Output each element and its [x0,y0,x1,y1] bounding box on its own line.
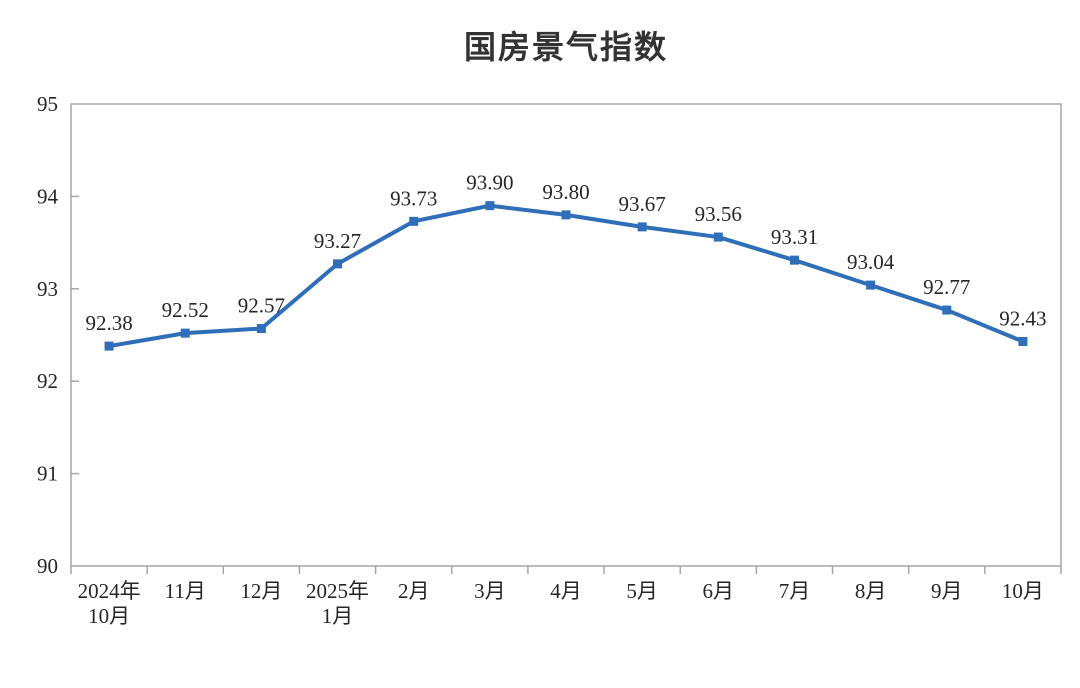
data-point-label: 93.73 [390,186,437,210]
x-axis-tick-label: 5月 [626,579,658,603]
data-point-marker [1018,336,1028,346]
data-point-label: 92.43 [999,306,1046,330]
x-axis-tick-label: 10月 [1002,579,1044,603]
data-point-marker [561,210,571,220]
data-point-label: 93.67 [619,192,666,216]
y-axis-tick-label: 92 [37,369,58,393]
data-point-marker [409,216,419,226]
data-point-marker [180,328,190,338]
y-axis-tick-label: 94 [37,184,59,208]
y-axis-tick-label: 91 [37,462,58,486]
y-axis-tick-label: 93 [37,277,58,301]
data-point-marker [333,259,343,269]
x-axis-tick-label: 2月 [398,579,430,603]
y-axis-tick-label: 95 [37,92,58,116]
data-point-marker [104,341,114,351]
data-point-label: 93.56 [695,202,742,226]
data-point-label: 92.52 [162,298,209,322]
data-point-label: 92.77 [923,275,970,299]
x-axis-tick-label: 8月 [855,579,887,603]
plot-border [70,103,1062,567]
x-axis-tick-label: 6月 [703,579,735,603]
x-axis-tick-label: 11月 [165,579,206,603]
x-axis-tick-label: 1月 [322,604,354,628]
x-axis-tick-label: 3月 [474,579,506,603]
data-point-marker [485,201,495,211]
data-point-label: 92.57 [238,294,285,318]
data-point-label: 93.80 [542,180,589,204]
chart-title: 国房景气指数 [463,28,668,66]
x-axis-tick-label: 2025年 [306,579,369,603]
x-axis-tick-label: 9月 [931,579,963,603]
series-line [107,203,1025,349]
x-axis-tick-label: 7月 [779,579,811,603]
data-point-label: 93.04 [847,250,895,274]
data-point-label: 93.90 [466,171,513,195]
data-point-marker [942,305,952,315]
data-point-label: 93.31 [771,225,818,249]
data-point-label: 93.27 [314,229,361,253]
data-point-label: 92.38 [85,311,132,335]
x-axis-tick-label: 12月 [240,579,282,603]
x-axis-tick-label: 10月 [88,604,130,628]
data-point-marker [637,222,647,232]
data-point-marker [256,324,266,334]
data-point-marker [789,255,799,265]
data-point-marker [866,280,876,290]
x-axis-tick-label: 2024年 [78,579,141,603]
data-point-marker [713,232,723,242]
y-axis-tick-label: 90 [37,554,58,578]
x-axis-tick-label: 4月 [550,579,582,603]
